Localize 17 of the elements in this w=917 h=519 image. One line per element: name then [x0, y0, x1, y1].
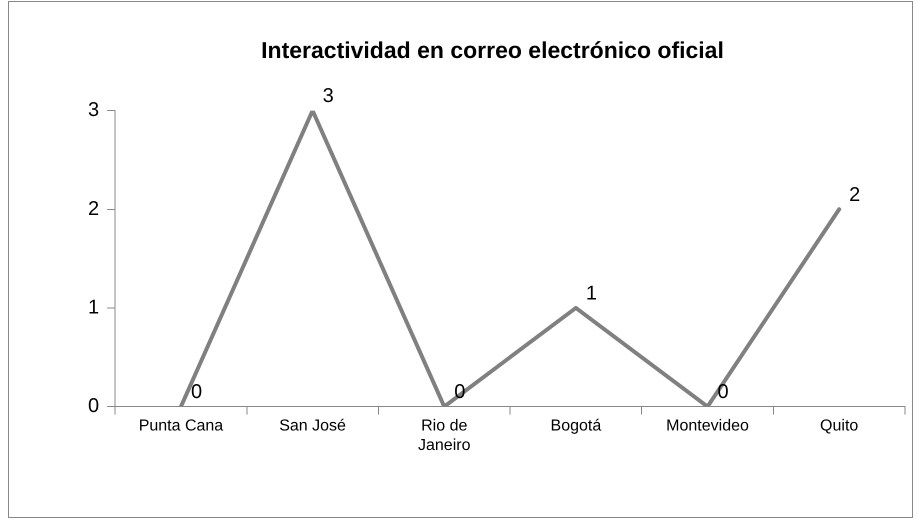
x-tick-label: Rio de Janeiro — [418, 418, 471, 454]
data-label: 3 — [322, 85, 334, 108]
x-tick-label: Bogotá — [550, 418, 602, 435]
y-tick-label: 3 — [88, 99, 100, 122]
chart-title: Interactividad en correo electrónico oficial — [261, 37, 724, 64]
data-label: 2 — [849, 184, 860, 206]
data-label: 0 — [718, 381, 729, 404]
x-tick-label: Montevideo — [666, 418, 749, 435]
y-tick-label: 0 — [88, 395, 100, 418]
x-tick-label: Quito — [820, 418, 858, 435]
y-tick-label: 1 — [88, 296, 100, 318]
x-tick-label: Punta Cana — [138, 418, 224, 435]
data-label: 0 — [454, 381, 466, 404]
data-label: 0 — [190, 381, 202, 404]
y-tick-label: 2 — [88, 198, 100, 220]
data-label: 1 — [586, 282, 598, 304]
x-tick-label: San José — [279, 418, 346, 435]
